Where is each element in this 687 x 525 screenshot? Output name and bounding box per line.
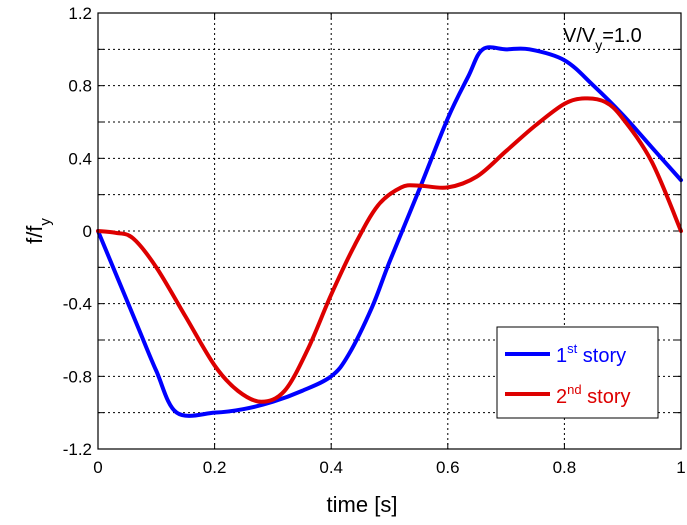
y-tick-label: 0.4 [68,149,92,168]
legend-1st-rest: story [577,345,626,367]
y-axis-title-main: f/f [22,225,47,244]
legend-2nd-main: 2 [556,386,567,408]
series-layer [96,45,683,418]
annotation-rest: =1.0 [602,25,641,47]
legend-label-1st-story: 1st story [556,341,626,367]
legend-1st-main: 1 [556,345,567,367]
x-axis-title: time [s] [327,492,398,517]
y-tick-label: -0.8 [63,367,92,386]
x-tick-label: 0.8 [553,458,577,477]
x-tick-label: 0 [93,458,102,477]
tick-labels: 0 0.2 0.4 0.6 0.8 1 -1.2 -0.8 -0.4 0 0.4 0.8 1.2 [63,4,686,477]
x-tick-label: 1 [676,458,685,477]
x-tick-label: 0.4 [319,458,343,477]
x-tick-label: 0.2 [203,458,227,477]
series-line-2nd-story [96,96,683,404]
legend: 1st story 2nd story [496,326,659,419]
legend-2nd-sup: nd [567,382,581,397]
legend-1st-sup: st [567,341,578,356]
y-tick-label: -1.2 [63,440,92,459]
legend-2nd-rest: story [582,386,631,408]
series-line-1st-story [96,45,683,418]
y-tick-label: -0.4 [63,295,92,314]
plot-frame [97,12,682,450]
y-axis-title: f/fy [22,218,54,244]
y-tick-label: 0 [83,222,92,241]
x-tick-label: 0.6 [436,458,460,477]
y-tick-label: 0.8 [68,77,92,96]
annotation-sub: y [595,37,602,53]
y-tick-label: 1.2 [68,4,92,23]
legend-box [496,326,659,419]
annotation-main: V/V [563,25,596,47]
legend-label-2nd-story: 2nd story [556,382,631,408]
annotation: V/Vy=1.0 [563,25,642,53]
y-axis-title-sub: y [37,218,54,226]
